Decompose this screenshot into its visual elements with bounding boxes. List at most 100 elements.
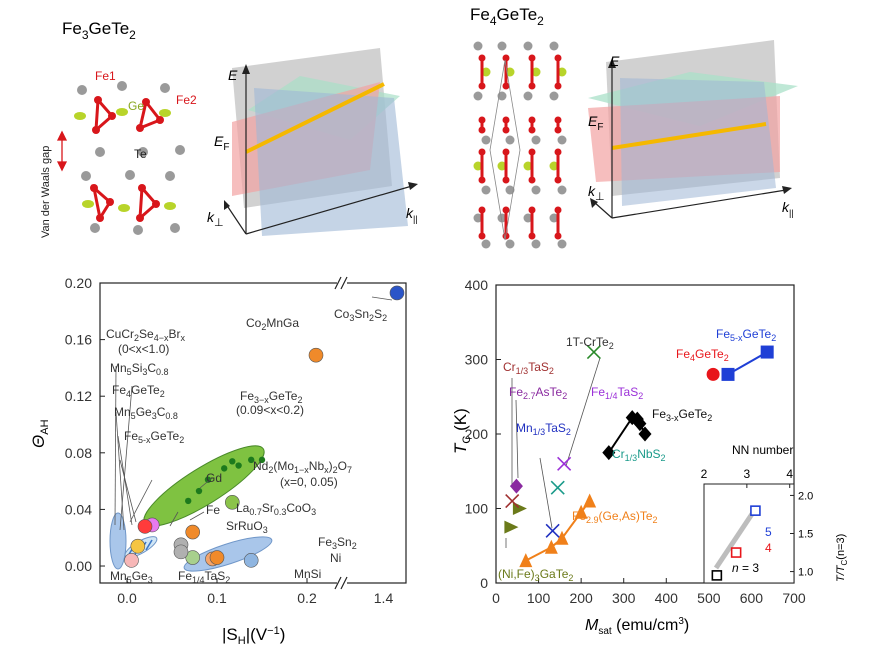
fe4-atom <box>481 67 491 77</box>
plot-frame-left <box>99 282 407 584</box>
label-cr13nbs2: Cr1/3NbS2 <box>612 447 666 463</box>
x-stroke <box>545 523 560 538</box>
label-nd-range: (x=0, 0.05) <box>280 475 338 489</box>
data-point <box>308 347 324 363</box>
y-tick-label: 0.00 <box>65 558 92 574</box>
fe3gete2-point <box>221 465 228 472</box>
x-tick-label: 1.4 <box>374 590 394 606</box>
data-point <box>389 285 405 301</box>
x-stroke <box>550 480 565 495</box>
y-axis-title-left: ΘAH <box>29 419 51 448</box>
te-atoms <box>77 81 185 235</box>
fe4-atom <box>531 135 541 145</box>
inset-label-5: 5 <box>765 525 772 539</box>
fe4-fe-atom <box>528 82 536 90</box>
kperp-label-2: k⊥ <box>588 183 605 203</box>
fe3gete2-point <box>235 462 242 469</box>
data-point <box>574 504 588 519</box>
label-srruo3: SrRuO3 <box>226 519 268 535</box>
inset: 2 3 4 1.0 1.5 2.0 NN number 5 4 n = 3 T/TC(n=… <box>701 443 849 584</box>
x-axis-title-right: Msat (emu/cm3) <box>585 616 689 637</box>
inset-top-tick-label: 4 <box>786 467 793 481</box>
fe4-atom <box>473 41 483 51</box>
inset-point <box>750 505 761 516</box>
x-tick-label: 100 <box>527 590 551 606</box>
fe4-fe-atom <box>502 176 510 184</box>
label-fe5gete2-r: Fe5-xGeTe2 <box>716 327 776 343</box>
y-axis-title-right: TC (K) <box>451 408 473 454</box>
fe3gete2-point <box>248 456 255 464</box>
fe4-atom <box>481 239 491 249</box>
energy-axis-label-2: E <box>610 53 620 69</box>
label-gd: Gd <box>206 471 222 485</box>
y-tick-label: 200 <box>465 426 489 442</box>
panel-fe3gete2: Fe3GeTe2 Fe1 Fe2 Ge Te <box>40 19 197 238</box>
ge-label: Ge <box>128 99 144 113</box>
label-fe: Fe <box>206 503 220 517</box>
fe4gete2-title: Fe4GeTe2 <box>470 5 544 28</box>
label-fe3x-range: (0.09<x<0.2) <box>236 403 304 417</box>
blue-plane <box>254 88 408 236</box>
y-tick-label: 100 <box>465 501 489 517</box>
fe4-fe-atom <box>554 148 562 156</box>
data-point <box>721 367 735 381</box>
fe4-fe-atom <box>502 126 510 134</box>
inset-top-tick-label: 3 <box>744 467 751 481</box>
fe4-fe-atom <box>478 54 486 62</box>
label-nife: (Ni,Fe)3GaTe2 <box>498 567 573 583</box>
ef-label-2: EF <box>588 113 603 133</box>
fe4-atom <box>473 213 483 223</box>
fe4-atom <box>531 185 541 195</box>
data-point <box>209 550 225 565</box>
x-tick-label: 500 <box>697 590 721 606</box>
fe4-fe-atom <box>554 176 562 184</box>
leader-lines <box>114 296 393 531</box>
data-point <box>706 367 720 381</box>
label-cucr-range: (0<x<1.0) <box>118 342 169 356</box>
label-ni: Ni <box>330 551 341 565</box>
blue-plane-2 <box>620 78 776 206</box>
chart-tc: 0 100 200 300 400 0 100 200 300 400 500 600 700 1T-C… <box>451 277 849 637</box>
label-cucr: CuCr2Se4−xBrx <box>106 327 185 343</box>
data-point <box>633 416 647 432</box>
fe4-fe-atom <box>478 232 486 240</box>
fe4-fe-atom <box>478 126 486 134</box>
fe4-fe-atom <box>502 54 510 62</box>
x-tick-label: 700 <box>782 590 806 606</box>
fe4-atom <box>523 41 533 51</box>
fe4-fe-atom <box>554 206 562 214</box>
data-point <box>124 553 139 568</box>
data-point <box>504 520 519 534</box>
fe4-fe-atom <box>554 54 562 62</box>
fe4-fe-atom <box>554 116 562 124</box>
fe4-fe-atom <box>528 206 536 214</box>
data-point <box>586 344 601 360</box>
inset-legend: n = 3 <box>732 561 759 575</box>
fe4-atom <box>481 135 491 145</box>
x-tick-label: 0.2 <box>297 590 317 606</box>
data-point <box>185 524 200 540</box>
label-mn13tas2: Mn1/3TaS2 <box>516 421 571 437</box>
fe4-atom <box>549 41 559 51</box>
fe2-label: Fe2 <box>176 93 197 107</box>
label-fe5gete2: Fe5-xGeTe2 <box>124 429 184 445</box>
data-point <box>130 538 146 554</box>
left-axes: 0.00 0.04 0.08 0.12 0.16 0.20 0.0 0.1 0.2 1.4 <box>65 275 394 606</box>
x-stroke <box>586 344 601 360</box>
fe4-fe-atom <box>478 116 486 124</box>
label-fe4gete2: Fe4GeTe2 <box>112 383 165 399</box>
fe4-atom <box>497 161 507 171</box>
fe4-atom <box>531 239 541 249</box>
label-fe3sn2: Fe3Sn2 <box>318 535 357 551</box>
label-nd: Nd2(Mo1−xNbx)2O7 <box>253 459 352 475</box>
y-tick-label: 400 <box>465 277 489 293</box>
x-tick-label: 0.1 <box>207 590 227 606</box>
vdw-gap-arrow <box>56 130 68 172</box>
left-points <box>124 285 405 568</box>
fe4-atom <box>523 161 533 171</box>
fe4-fe-atom <box>554 126 562 134</box>
fe1-label: Fe1 <box>95 69 116 83</box>
inset-right-tick-label: 1.5 <box>798 529 813 541</box>
fe4-fe-atom <box>478 148 486 156</box>
chart-theta-ah: 0.00 0.04 0.08 0.12 0.16 0.20 0.0 0.1 0.2 1.4 CuC… <box>29 275 407 647</box>
